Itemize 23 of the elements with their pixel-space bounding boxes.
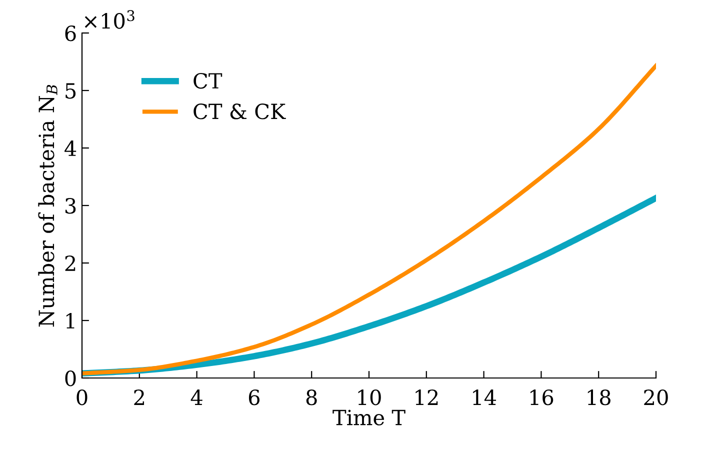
- x-tick-label: 16: [530, 389, 554, 406]
- y-tick-label: 0: [65, 370, 76, 386]
- text: ×10$^{3}$: [84, 10, 134, 29]
- x-tick-label: 0: [76, 389, 88, 406]
- y-tick-label: 1: [66, 312, 74, 328]
- y-axis-title: Number of bacteria N$_{B}$: [38, 84, 58, 327]
- x-tick-label: 8: [306, 389, 317, 406]
- legend-label: CT: [194, 72, 222, 89]
- x-tick-label: 6: [248, 389, 260, 406]
- y-tick-label: 6: [65, 25, 76, 42]
- x-axis-title: Time T: [332, 410, 406, 426]
- x-tick-label: 12: [416, 389, 438, 405]
- x-tick-label: 2: [134, 389, 144, 405]
- x-tick-label: 14: [473, 389, 496, 405]
- x-tick-label: 20: [644, 389, 668, 406]
- x-tick-label: 4: [190, 389, 202, 405]
- x-tick-label: 18: [588, 389, 610, 406]
- legend-label: CT & CK: [194, 104, 286, 120]
- y-tick-label: 2: [65, 255, 76, 271]
- x-tick-label: 10: [358, 389, 381, 406]
- y-tick-label: 5: [66, 83, 76, 99]
- y-tick-label: 3: [65, 198, 76, 214]
- y-tick-label: 4: [64, 140, 76, 156]
